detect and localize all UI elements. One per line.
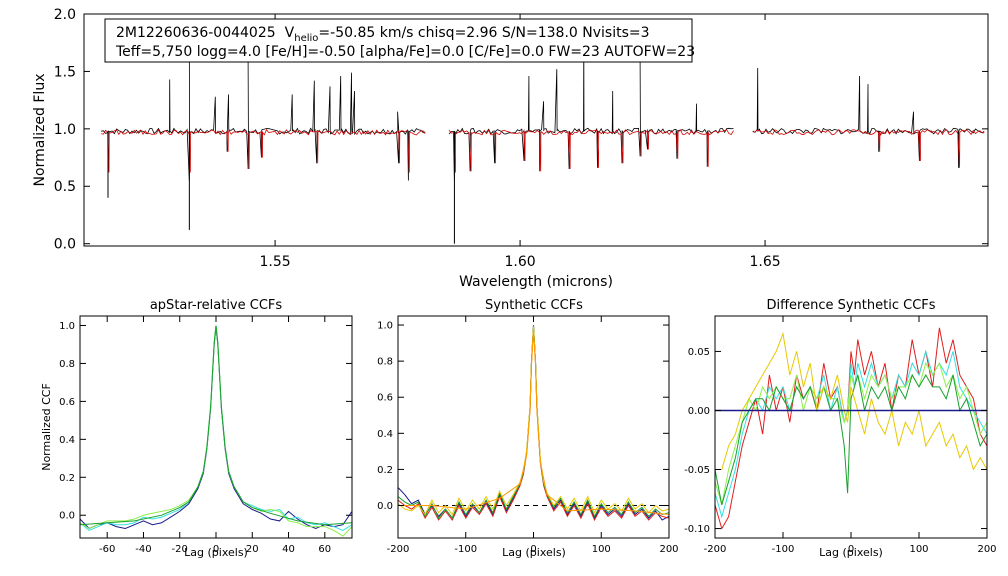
y-tick-label: 0.0 <box>54 237 76 253</box>
spectrum-x-label: Wavelength (microns) <box>459 274 613 290</box>
y-tick-label: 0.6 <box>377 393 393 404</box>
x-tick-label: 0 <box>530 544 536 555</box>
y-tick-label: -0.05 <box>684 465 710 476</box>
spectrum-ticks: 1.55 1.60 1.65 0.0 0.5 1.0 1.5 2.0 <box>54 7 988 270</box>
x-tick-label: -100 <box>454 544 477 555</box>
ccf-series-yellow <box>715 331 988 471</box>
ccf-series-orange <box>398 330 670 515</box>
model-spectrum-line <box>100 128 426 173</box>
x-tick-label: 0 <box>213 544 219 555</box>
y-tick-label: 0.05 <box>688 347 710 358</box>
fit-stats: =-50.85 km/s chisq=2.96 S/N=138.0 Nvisit… <box>318 25 649 41</box>
y-tick-label: 0.5 <box>54 179 76 195</box>
y-tick-label: 1.0 <box>54 122 76 138</box>
y-tick-label: 0.2 <box>59 473 75 484</box>
x-tick-label: -200 <box>704 544 727 555</box>
y-tick-label: 2.0 <box>54 7 76 23</box>
difference-ccf-ticks: -200 -100 0 100 200 -0.10 -0.05 0.00 0.05 <box>684 316 997 555</box>
vhelio-subscript: helio <box>294 33 318 44</box>
ccf-series-green <box>79 325 353 526</box>
ccf-series-blue <box>79 327 353 530</box>
ccf-series-lightgreen <box>714 361 988 506</box>
observed-spectrum-line <box>101 44 426 181</box>
ccf-series-lightgreen <box>79 325 353 537</box>
y-tick-label: 1.0 <box>377 321 393 332</box>
y-tick-label: 1.0 <box>59 321 75 332</box>
apstar-ccf-axes-frame <box>79 315 353 539</box>
spectrum-annotation-line2: Teff=5,750 logg=4.0 [Fe/H]=-0.50 [alpha/… <box>115 44 695 60</box>
y-tick-label: 1.5 <box>54 64 76 80</box>
x-tick-label: -20 <box>172 544 188 555</box>
x-tick-label: 100 <box>592 544 611 555</box>
y-tick-label: 0.2 <box>377 465 393 476</box>
x-tick-label: 1.60 <box>504 254 535 270</box>
difference-ccf-plot-area <box>714 327 988 530</box>
x-tick-label: -200 <box>387 544 410 555</box>
y-tick-label: 0.4 <box>377 429 393 440</box>
model-spectrum-line <box>752 129 985 168</box>
y-tick-label: 0.4 <box>59 435 75 446</box>
x-tick-label: 60 <box>318 544 331 555</box>
y-tick-label: 0.6 <box>59 397 75 408</box>
apstar-ccf-panel: -60 -40 -20 0 20 40 60 0.0 0.2 0.4 0.6 0.8 1.0 apSta… <box>40 298 353 559</box>
x-tick-label: -100 <box>772 544 795 555</box>
x-tick-label: 1.65 <box>749 254 780 270</box>
apstar-ccf-title: apStar-relative CCFs <box>150 298 283 313</box>
ccf-series-cyan <box>79 325 353 531</box>
ccf-series-green <box>397 324 670 520</box>
x-tick-label: -40 <box>135 544 151 555</box>
y-tick-label: 0.00 <box>688 406 710 417</box>
difference-ccf-title: Difference Synthetic CCFs <box>766 298 935 313</box>
spectrum-annotation-box <box>104 18 693 63</box>
ccf-series-red <box>397 324 670 522</box>
y-tick-label: 0.8 <box>377 357 393 368</box>
x-tick-label: 100 <box>909 544 928 555</box>
x-tick-label: 1.55 <box>260 254 291 270</box>
ccf-series-blue <box>397 326 670 521</box>
apstar-ccf-y-label: Normalized CCF <box>40 383 53 471</box>
x-tick-label: 20 <box>246 544 259 555</box>
synthetic-ccf-x-label: Lag (pixels) <box>502 546 566 559</box>
synthetic-ccf-ticks: -200 -100 0 100 200 0.0 0.2 0.4 0.6 0.8 1.0 <box>377 316 679 555</box>
ccf-series-yellow <box>397 326 670 516</box>
difference-ccf-axes-frame <box>714 315 988 539</box>
x-tick-label: 200 <box>977 544 996 555</box>
spectrum-plot-area <box>100 39 985 244</box>
spectrum-panel: 1.55 1.60 1.65 0.0 0.5 1.0 1.5 2.0 2M12260636-0… <box>32 7 989 290</box>
synthetic-ccf-title: Synthetic CCFs <box>485 298 583 313</box>
x-tick-label: 200 <box>659 544 678 555</box>
star-id: 2M12260636-0044025 <box>116 25 276 41</box>
vhelio-label: V <box>285 25 295 41</box>
synthetic-ccf-panel: -200 -100 0 100 200 0.0 0.2 0.4 0.6 0.8 1.0 Synthe… <box>377 298 678 559</box>
spectrum-annotation-line1: 2M12260636-0044025 Vhelio=-50.85 km/s chi… <box>116 25 650 44</box>
synthetic-ccf-plot-area <box>397 324 670 522</box>
y-tick-label: -0.10 <box>684 524 710 535</box>
model-spectrum-line <box>448 128 734 173</box>
ccf-series-red <box>714 327 988 530</box>
difference-ccf-panel: -200 -100 0 100 200 -0.10 -0.05 0.00 0.05 Differ… <box>684 298 996 559</box>
y-tick-label: 0.0 <box>59 511 75 522</box>
x-tick-label: -60 <box>99 544 115 555</box>
observed-spectrum-line <box>752 67 985 168</box>
ccf-series-green <box>714 373 988 506</box>
difference-ccf-x-label: Lag (pixels) <box>819 546 883 559</box>
y-tick-label: 0.8 <box>59 359 75 370</box>
apstar-ccf-x-label: Lag (pixels) <box>184 546 248 559</box>
x-tick-label: 40 <box>282 544 295 555</box>
apstar-ccf-ticks: -60 -40 -20 0 20 40 60 0.0 0.2 0.4 0.6 0.8 1.0 <box>59 316 352 555</box>
x-tick-label: 0 <box>848 544 854 555</box>
y-tick-label: 0.0 <box>377 501 393 512</box>
spectrum-y-label: Normalized Flux <box>32 74 48 187</box>
apstar-ccf-plot-area <box>79 325 353 537</box>
spectrum-axes-frame <box>83 13 989 247</box>
